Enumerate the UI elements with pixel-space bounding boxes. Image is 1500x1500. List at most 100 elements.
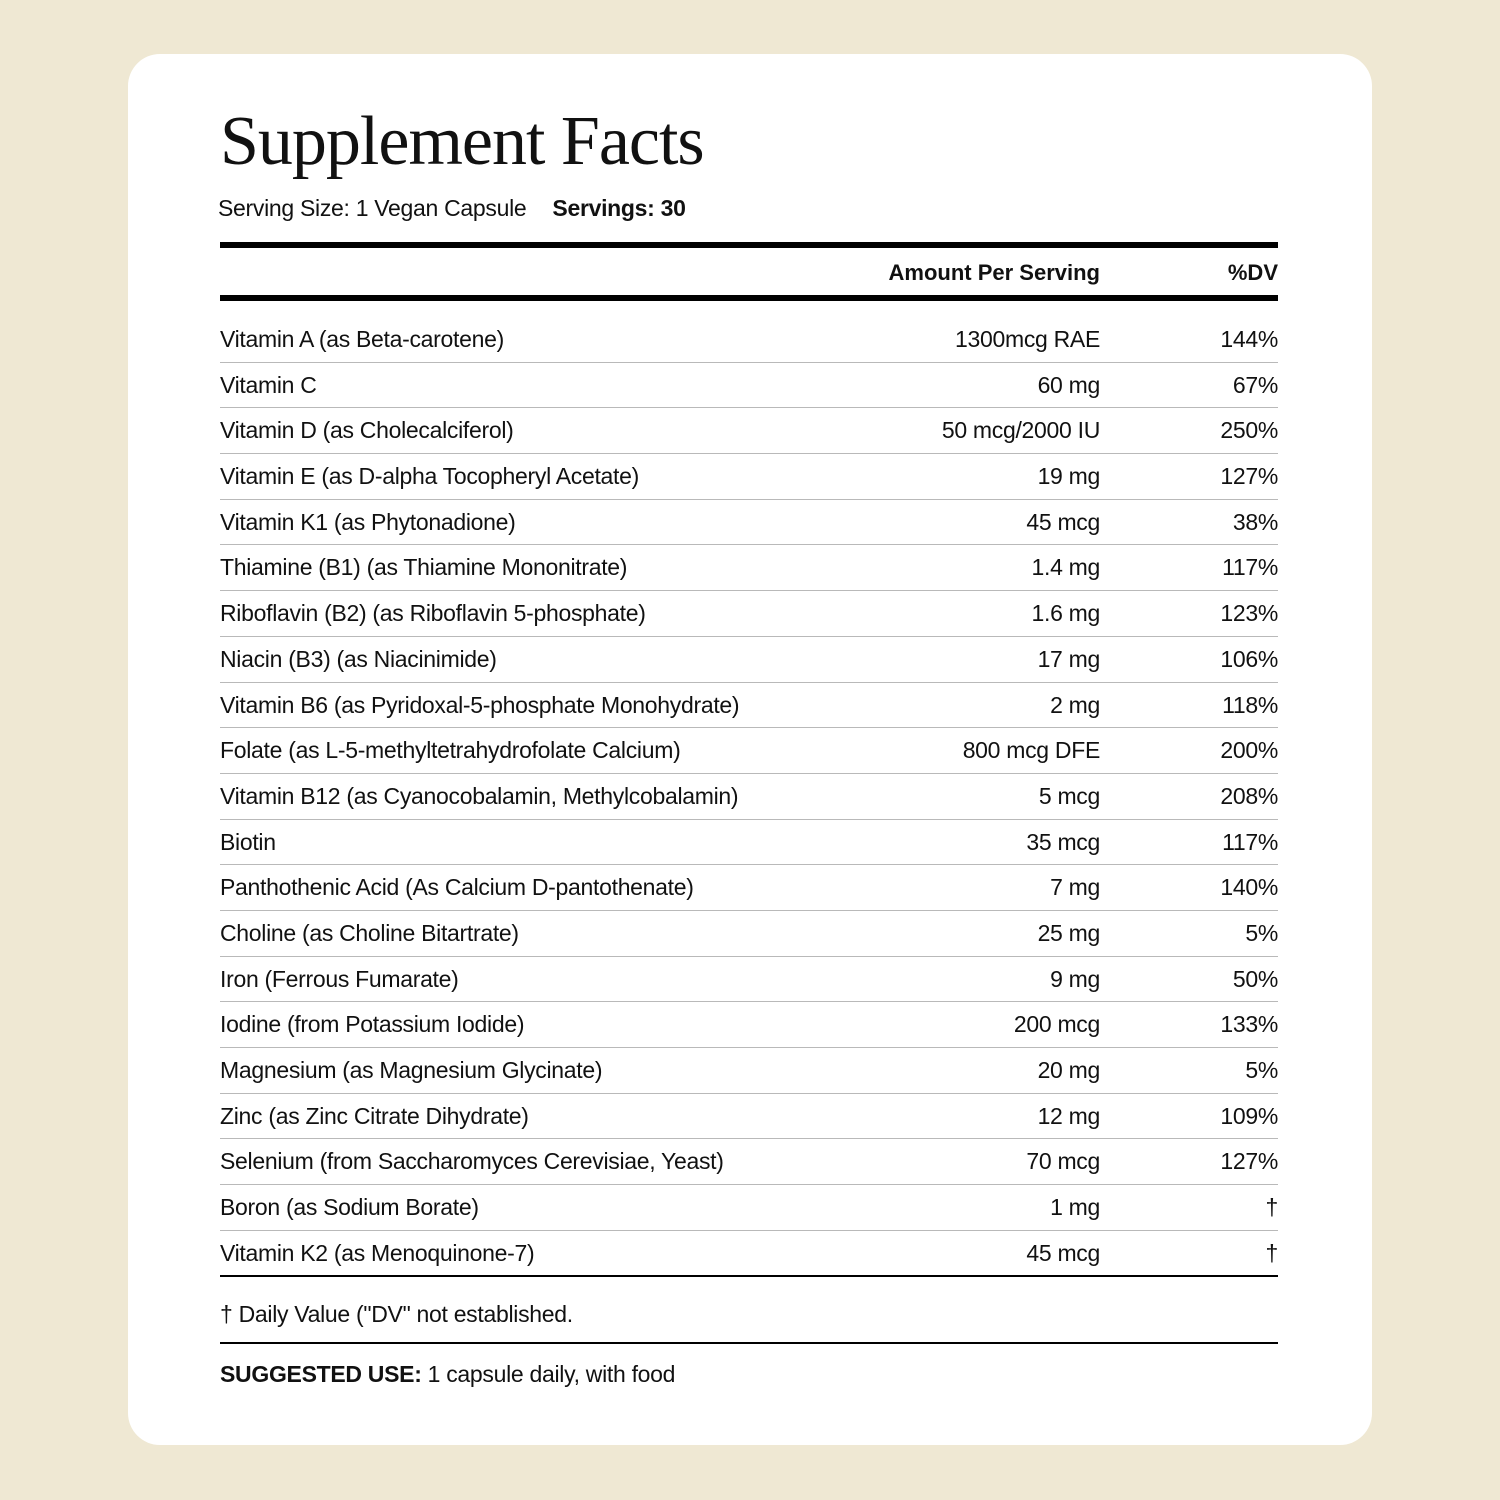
- nutrient-dv: 38%: [1232, 508, 1278, 535]
- nutrient-dv: 117%: [1222, 828, 1278, 855]
- nutrient-amount: 9 mg: [1050, 965, 1100, 992]
- table-row: Selenium (from Saccharomyces Cerevisiae,…: [220, 1139, 1278, 1186]
- nutrient-dv: 118%: [1222, 691, 1278, 718]
- table-row: Vitamin C 60 mg 67%: [220, 363, 1278, 409]
- nutrient-name: Niacin (B3) (as Niacinimide): [220, 645, 497, 672]
- nutrient-name: Riboflavin (B2) (as Riboflavin 5-phospha…: [220, 600, 646, 627]
- nutrient-dv: 127%: [1220, 463, 1278, 490]
- divider: [220, 1342, 1278, 1344]
- nutrient-name: Vitamin A (as Beta-carotene): [220, 326, 504, 352]
- footnote: † Daily Value ("DV" not established.: [220, 1301, 573, 1327]
- nutrient-amount: 200 mcg: [1013, 1011, 1100, 1038]
- nutrient-name: Iron (Ferrous Fumarate): [220, 965, 459, 992]
- nutrient-amount: 1 mg: [1050, 1194, 1100, 1221]
- table-row: Iodine (from Potassium Iodide) 200 mcg 133…: [220, 1002, 1278, 1048]
- page-title: Supplement Facts: [220, 103, 705, 180]
- nutrient-name: Vitamin E (as D-alpha Tocopheryl Acetate…: [220, 463, 639, 490]
- nutrient-name: Biotin: [220, 828, 276, 855]
- nutrient-table: Vitamin A (as Beta-carotene) 1300mcg RAE 1…: [220, 317, 1278, 1278]
- nutrient-name: Thiamine (B1) (as Thiamine Mononitrate): [220, 554, 628, 581]
- table-row: Vitamin B12 (as Cyanocobalamin, Methylco…: [220, 774, 1278, 820]
- nutrient-dv: 67%: [1232, 371, 1278, 398]
- table-row: Magnesium (as Magnesium Glycinate) 20 mg 5…: [220, 1048, 1278, 1094]
- serving-size: Serving Size: 1 Vegan Capsule: [218, 195, 527, 221]
- nutrient-amount: 45 mcg: [1026, 1239, 1100, 1266]
- table-row: Iron (Ferrous Fumarate) 9 mg 50%: [220, 957, 1278, 1003]
- nutrient-dv: 133%: [1220, 1011, 1278, 1038]
- nutrient-amount: 1300mcg RAE: [955, 326, 1100, 352]
- nutrient-dv: 144%: [1220, 326, 1278, 352]
- thick-divider: [220, 295, 1278, 301]
- suggested-use: SUGGESTED USE: 1 capsule daily, with foo…: [220, 1360, 675, 1388]
- nutrient-dv: 50%: [1232, 965, 1278, 992]
- nutrient-amount: 17 mg: [1037, 645, 1101, 672]
- nutrient-amount: 70 mcg: [1026, 1148, 1100, 1175]
- table-row: Choline (as Choline Bitartrate) 25 mg 5%: [220, 911, 1278, 957]
- nutrient-dv: 5%: [1245, 919, 1278, 946]
- nutrient-name: Iodine (from Potassium Iodide): [220, 1011, 525, 1038]
- header-amount: Amount Per Serving: [888, 260, 1100, 285]
- nutrient-amount: 1.4 mg: [1031, 554, 1100, 581]
- table-row: Panthothenic Acid (As Calcium D-pantothe…: [220, 865, 1278, 911]
- table-row: Biotin 35 mcg 117%: [220, 820, 1278, 866]
- nutrient-dv: †: [1265, 1239, 1279, 1266]
- nutrient-name: Zinc (as Zinc Citrate Dihydrate): [220, 1102, 529, 1129]
- table-row: Boron (as Sodium Borate) 1 mg †: [220, 1185, 1278, 1231]
- table-row: Thiamine (B1) (as Thiamine Mononitrate) 1…: [220, 545, 1278, 592]
- nutrient-amount: 25 mg: [1037, 919, 1101, 946]
- nutrient-dv: †: [1265, 1194, 1279, 1221]
- nutrient-name: Vitamin B6 (as Pyridoxal-5-phosphate Mon…: [220, 691, 740, 718]
- serving-info: Serving Size: 1 Vegan Capsule Servings: 3…: [218, 194, 686, 222]
- nutrient-amount: 12 mg: [1037, 1102, 1101, 1129]
- supplement-facts-card: Supplement Facts Serving Size: 1 Vegan C…: [128, 54, 1372, 1445]
- nutrient-dv: 127%: [1220, 1148, 1278, 1175]
- nutrient-name: Vitamin B12 (as Cyanocobalamin, Methylco…: [220, 782, 739, 809]
- nutrient-dv: 109%: [1220, 1102, 1278, 1129]
- table-row: Vitamin K1 (as Phytonadione) 45 mcg 38%: [220, 500, 1278, 546]
- nutrient-amount: 45 mcg: [1026, 508, 1100, 535]
- suggested-use-text: 1 capsule daily, with food: [421, 1361, 676, 1387]
- nutrient-name: Selenium (from Saccharomyces Cerevisiae,…: [220, 1148, 724, 1175]
- nutrient-name: Folate (as L-5-methyltetrahydrofolate Ca…: [220, 737, 681, 764]
- nutrient-name: Vitamin D (as Cholecalciferol): [220, 417, 514, 444]
- nutrient-amount: 19 mg: [1037, 463, 1101, 490]
- nutrient-amount: 1.6 mg: [1031, 600, 1100, 627]
- table-row: Vitamin D (as Cholecalciferol) 50 mcg/200…: [220, 408, 1278, 455]
- nutrient-amount: 800 mcg DFE: [962, 737, 1101, 764]
- nutrient-name: Boron (as Sodium Borate): [220, 1194, 479, 1221]
- nutrient-dv: 117%: [1222, 554, 1278, 581]
- nutrient-dv: 250%: [1220, 417, 1278, 444]
- nutrient-name: Magnesium (as Magnesium Glycinate): [220, 1057, 603, 1083]
- nutrient-amount: 2 mg: [1050, 691, 1100, 718]
- nutrient-amount: 5 mcg: [1038, 782, 1100, 809]
- nutrient-dv: 140%: [1220, 874, 1278, 901]
- table-row: Vitamin E (as D-alpha Tocopheryl Acetate…: [220, 454, 1278, 500]
- table-row: Riboflavin (B2) (as Riboflavin 5-phospha…: [220, 591, 1278, 637]
- header-dv: %DV: [1227, 260, 1278, 285]
- nutrient-dv: 123%: [1220, 600, 1278, 627]
- nutrient-amount: 20 mg: [1037, 1057, 1101, 1083]
- nutrient-amount: 7 mg: [1050, 874, 1100, 901]
- servings-count: Servings: 30: [552, 195, 686, 221]
- nutrient-name: Vitamin K2 (as Menoquinone-7): [220, 1239, 535, 1266]
- nutrient-name: Panthothenic Acid (As Calcium D-pantothe…: [220, 874, 694, 901]
- nutrient-dv: 200%: [1220, 737, 1278, 764]
- thick-divider: [220, 242, 1278, 248]
- nutrient-dv: 208%: [1220, 782, 1278, 809]
- nutrient-name: Vitamin C: [220, 371, 317, 398]
- table-row: Folate (as L-5-methyltetrahydrofolate Ca…: [220, 728, 1278, 774]
- table-row: Vitamin A (as Beta-carotene) 1300mcg RAE 1…: [220, 317, 1278, 363]
- table-row: Zinc (as Zinc Citrate Dihydrate) 12 mg 109…: [220, 1094, 1278, 1140]
- nutrient-dv: 5%: [1245, 1057, 1278, 1083]
- table-row: Niacin (B3) (as Niacinimide) 17 mg 106%: [220, 637, 1278, 683]
- table-row: Vitamin B6 (as Pyridoxal-5-phosphate Mon…: [220, 683, 1278, 729]
- nutrient-amount: 50 mcg/2000 IU: [941, 417, 1100, 444]
- nutrient-name: Choline (as Choline Bitartrate): [220, 919, 519, 946]
- nutrient-dv: 106%: [1220, 645, 1278, 672]
- nutrient-name: Vitamin K1 (as Phytonadione): [220, 508, 516, 535]
- table-row: Vitamin K2 (as Menoquinone-7) 45 mcg †: [220, 1231, 1278, 1278]
- nutrient-amount: 35 mcg: [1026, 828, 1100, 855]
- nutrient-amount: 60 mg: [1037, 371, 1101, 398]
- table-header: Amount Per Serving %DV: [220, 259, 1278, 287]
- suggested-use-label: SUGGESTED USE:: [220, 1361, 422, 1387]
